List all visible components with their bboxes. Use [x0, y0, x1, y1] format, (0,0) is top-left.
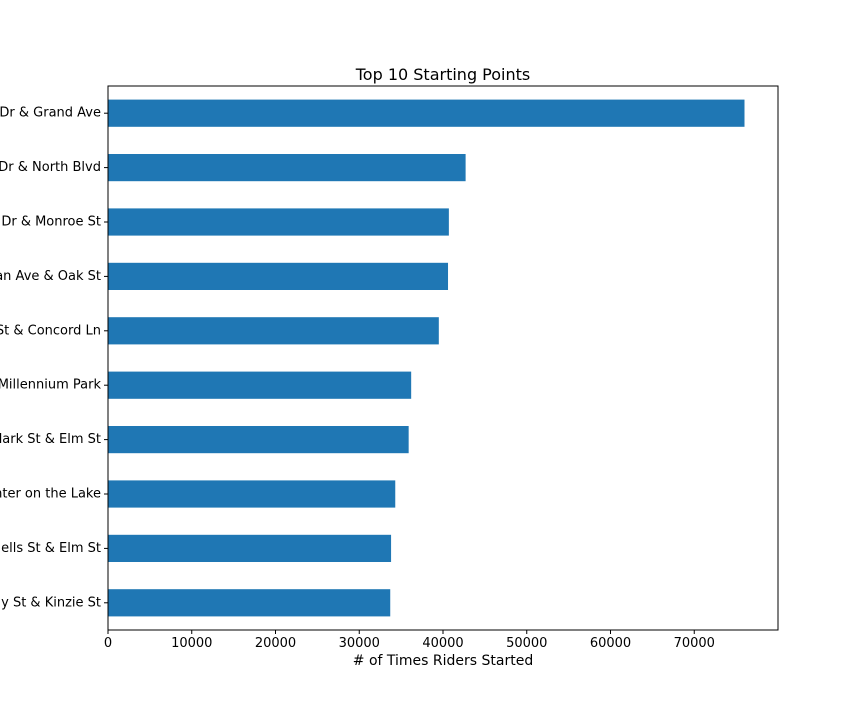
- bar: [108, 208, 449, 236]
- y-tick-label: ells St & Elm St: [1, 541, 101, 556]
- x-tick-label: 20000: [255, 636, 296, 651]
- x-axis-ticks: 0 10000 20000 30000 40000 50000 60000 70000: [104, 630, 715, 651]
- x-tick-label: 40000: [422, 636, 463, 651]
- bar: [108, 99, 745, 127]
- bar: [108, 154, 466, 182]
- y-tick-label: Dr & Grand Ave: [0, 106, 101, 121]
- y-tick-label: Millennium Park: [0, 378, 101, 393]
- bars-group: [108, 99, 745, 617]
- y-tick-label: nter on the Lake: [0, 487, 101, 502]
- y-tick-label: y St & Kinzie St: [1, 595, 101, 610]
- x-tick-label: 60000: [590, 636, 631, 651]
- x-tick-label: 10000: [171, 636, 212, 651]
- bar: [108, 317, 439, 345]
- x-tick-label: 30000: [339, 636, 380, 651]
- x-tick-label: 0: [104, 636, 112, 651]
- y-tick-label: lark St & Elm St: [0, 432, 101, 447]
- y-tick-label: an Ave & Oak St: [0, 269, 101, 284]
- bar: [108, 589, 391, 617]
- bar: [108, 262, 449, 290]
- y-tick-label: Dr & Monroe St: [1, 215, 101, 230]
- x-tick-label: 50000: [506, 636, 547, 651]
- y-axis-ticks: Dr & Grand Ave Dr & North Blvd Dr & Monroe…: [0, 106, 108, 610]
- bar: [108, 480, 396, 508]
- y-tick-label: Dr & North Blvd: [0, 160, 101, 175]
- plot-frame: [107, 85, 779, 631]
- x-tick-label: 70000: [674, 636, 715, 651]
- y-tick-label: St & Concord Ln: [0, 323, 101, 338]
- bar: [108, 371, 412, 399]
- x-axis-label: # of Times Riders Started: [353, 653, 533, 669]
- chart-title: Top 10 Starting Points: [355, 65, 531, 84]
- bar: [108, 534, 392, 562]
- bar: [108, 426, 409, 454]
